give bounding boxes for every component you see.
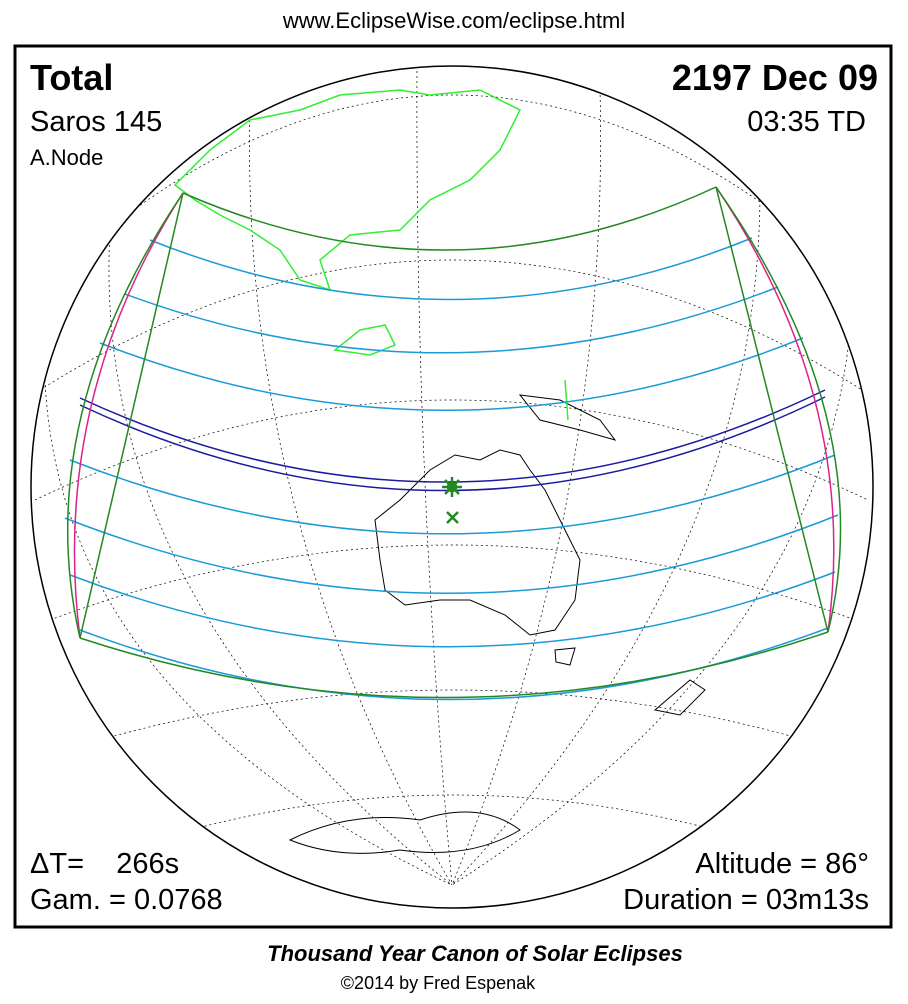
altitude: Altitude = 86° xyxy=(695,848,869,880)
duration: Duration = 03m13s xyxy=(623,884,869,916)
greatest-eclipse xyxy=(442,477,462,497)
subsolar-point xyxy=(446,511,459,524)
saros: Saros 145 xyxy=(30,106,162,138)
footer-credit: ©2014 by Fred Espenak xyxy=(341,973,536,993)
graticule xyxy=(34,66,869,886)
eclipse-type: Total xyxy=(30,57,113,98)
delta-t: ΔT= 266s xyxy=(30,848,179,880)
url: www.EclipseWise.com/eclipse.html xyxy=(282,8,625,33)
footer-title: Thousand Year Canon of Solar Eclipses xyxy=(267,941,683,966)
eclipse-date: 2197 Dec 09 xyxy=(672,57,878,98)
eclipse-time: 03:35 TD xyxy=(747,106,866,138)
coastlines xyxy=(173,89,706,854)
node: A.Node xyxy=(30,145,103,170)
gamma: Gam. = 0.0768 xyxy=(30,884,223,916)
